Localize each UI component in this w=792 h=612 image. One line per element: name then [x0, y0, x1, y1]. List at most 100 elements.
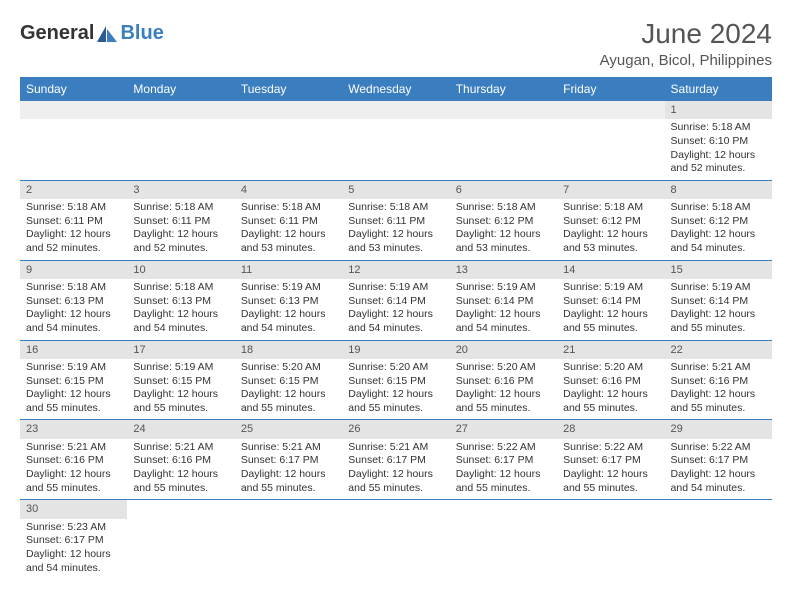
- sunrise-text: Sunrise: 5:19 AM: [563, 281, 658, 295]
- daylight-text: Daylight: 12 hours and 55 minutes.: [348, 468, 443, 495]
- sunrise-text: Sunrise: 5:18 AM: [241, 201, 336, 215]
- daylight-text: Daylight: 12 hours and 52 minutes.: [26, 228, 121, 255]
- calendar-cell: 5Sunrise: 5:18 AMSunset: 6:11 PMDaylight…: [342, 180, 449, 260]
- calendar-cell: 17Sunrise: 5:19 AMSunset: 6:15 PMDayligh…: [127, 340, 234, 420]
- daylight-text: Daylight: 12 hours and 55 minutes.: [133, 388, 228, 415]
- page-title: June 2024: [600, 18, 772, 50]
- sunrise-text: Sunrise: 5:18 AM: [671, 201, 766, 215]
- calendar-cell: 24Sunrise: 5:21 AMSunset: 6:16 PMDayligh…: [127, 420, 234, 500]
- calendar-cell: 23Sunrise: 5:21 AMSunset: 6:16 PMDayligh…: [20, 420, 127, 500]
- day-body: Sunrise: 5:20 AMSunset: 6:16 PMDaylight:…: [557, 359, 664, 420]
- sunset-text: Sunset: 6:11 PM: [348, 215, 443, 229]
- daylight-text: Daylight: 12 hours and 52 minutes.: [671, 149, 766, 176]
- sunrise-text: Sunrise: 5:18 AM: [133, 201, 228, 215]
- days-of-week-row: SundayMondayTuesdayWednesdayThursdayFrid…: [20, 77, 772, 101]
- calendar-cell: 8Sunrise: 5:18 AMSunset: 6:12 PMDaylight…: [665, 180, 772, 260]
- sunrise-text: Sunrise: 5:19 AM: [671, 281, 766, 295]
- daylight-text: Daylight: 12 hours and 52 minutes.: [133, 228, 228, 255]
- daylight-text: Daylight: 12 hours and 53 minutes.: [456, 228, 551, 255]
- day-body: Sunrise: 5:22 AMSunset: 6:17 PMDaylight:…: [557, 439, 664, 500]
- calendar-cell: 7Sunrise: 5:18 AMSunset: 6:12 PMDaylight…: [557, 180, 664, 260]
- day-number: 17: [127, 341, 234, 359]
- calendar-cell: [557, 101, 664, 180]
- sunset-text: Sunset: 6:11 PM: [241, 215, 336, 229]
- daylight-text: Daylight: 12 hours and 55 minutes.: [456, 388, 551, 415]
- daylight-text: Daylight: 12 hours and 54 minutes.: [133, 308, 228, 335]
- daylight-text: Daylight: 12 hours and 53 minutes.: [241, 228, 336, 255]
- sunset-text: Sunset: 6:17 PM: [456, 454, 551, 468]
- daylight-text: Daylight: 12 hours and 53 minutes.: [348, 228, 443, 255]
- day-body: Sunrise: 5:20 AMSunset: 6:15 PMDaylight:…: [235, 359, 342, 420]
- day-body: Sunrise: 5:18 AMSunset: 6:12 PMDaylight:…: [557, 199, 664, 260]
- daylight-text: Daylight: 12 hours and 54 minutes.: [26, 308, 121, 335]
- calendar-cell: [127, 101, 234, 180]
- sunrise-text: Sunrise: 5:22 AM: [671, 441, 766, 455]
- calendar-cell: [450, 101, 557, 180]
- day-header: Thursday: [450, 77, 557, 101]
- day-number: 14: [557, 261, 664, 279]
- calendar-cell: 27Sunrise: 5:22 AMSunset: 6:17 PMDayligh…: [450, 420, 557, 500]
- day-header: Sunday: [20, 77, 127, 101]
- calendar-cell: 12Sunrise: 5:19 AMSunset: 6:14 PMDayligh…: [342, 260, 449, 340]
- calendar-cell: 9Sunrise: 5:18 AMSunset: 6:13 PMDaylight…: [20, 260, 127, 340]
- day-body: Sunrise: 5:18 AMSunset: 6:10 PMDaylight:…: [665, 119, 772, 180]
- daylight-text: Daylight: 12 hours and 55 minutes.: [133, 468, 228, 495]
- day-number: 6: [450, 181, 557, 199]
- calendar-cell: 2Sunrise: 5:18 AMSunset: 6:11 PMDaylight…: [20, 180, 127, 260]
- sunrise-text: Sunrise: 5:21 AM: [348, 441, 443, 455]
- sunset-text: Sunset: 6:11 PM: [26, 215, 121, 229]
- daylight-text: Daylight: 12 hours and 55 minutes.: [241, 388, 336, 415]
- day-body: Sunrise: 5:21 AMSunset: 6:17 PMDaylight:…: [342, 439, 449, 500]
- day-number: 30: [20, 500, 127, 518]
- calendar-body: 1Sunrise: 5:18 AMSunset: 6:10 PMDaylight…: [20, 101, 772, 579]
- daylight-text: Daylight: 12 hours and 55 minutes.: [348, 388, 443, 415]
- calendar-week-row: 1Sunrise: 5:18 AMSunset: 6:10 PMDaylight…: [20, 101, 772, 180]
- day-number: 18: [235, 341, 342, 359]
- sunrise-text: Sunrise: 5:19 AM: [241, 281, 336, 295]
- day-header: Wednesday: [342, 77, 449, 101]
- sunrise-text: Sunrise: 5:19 AM: [26, 361, 121, 375]
- day-number: 28: [557, 420, 664, 438]
- day-number: 2: [20, 181, 127, 199]
- day-number: 5: [342, 181, 449, 199]
- day-number: 29: [665, 420, 772, 438]
- sunset-text: Sunset: 6:16 PM: [671, 375, 766, 389]
- sunrise-text: Sunrise: 5:22 AM: [456, 441, 551, 455]
- sunset-text: Sunset: 6:15 PM: [348, 375, 443, 389]
- calendar-week-row: 23Sunrise: 5:21 AMSunset: 6:16 PMDayligh…: [20, 420, 772, 500]
- day-body: Sunrise: 5:18 AMSunset: 6:11 PMDaylight:…: [20, 199, 127, 260]
- calendar-cell: [342, 101, 449, 180]
- calendar-cell: 13Sunrise: 5:19 AMSunset: 6:14 PMDayligh…: [450, 260, 557, 340]
- daylight-text: Daylight: 12 hours and 53 minutes.: [563, 228, 658, 255]
- calendar-cell: [342, 500, 449, 579]
- daylight-text: Daylight: 12 hours and 54 minutes.: [671, 468, 766, 495]
- day-body: Sunrise: 5:18 AMSunset: 6:11 PMDaylight:…: [235, 199, 342, 260]
- daylight-text: Daylight: 12 hours and 55 minutes.: [671, 388, 766, 415]
- day-body: Sunrise: 5:18 AMSunset: 6:13 PMDaylight:…: [127, 279, 234, 340]
- day-number: 22: [665, 341, 772, 359]
- day-number: 9: [20, 261, 127, 279]
- calendar-table: SundayMondayTuesdayWednesdayThursdayFrid…: [20, 77, 772, 579]
- sunrise-text: Sunrise: 5:19 AM: [456, 281, 551, 295]
- calendar-cell: 29Sunrise: 5:22 AMSunset: 6:17 PMDayligh…: [665, 420, 772, 500]
- day-body: Sunrise: 5:19 AMSunset: 6:15 PMDaylight:…: [20, 359, 127, 420]
- sunrise-text: Sunrise: 5:20 AM: [563, 361, 658, 375]
- sunset-text: Sunset: 6:12 PM: [456, 215, 551, 229]
- daylight-text: Daylight: 12 hours and 54 minutes.: [241, 308, 336, 335]
- calendar-cell: 22Sunrise: 5:21 AMSunset: 6:16 PMDayligh…: [665, 340, 772, 420]
- day-body: Sunrise: 5:18 AMSunset: 6:12 PMDaylight:…: [665, 199, 772, 260]
- day-header: Saturday: [665, 77, 772, 101]
- day-body: Sunrise: 5:22 AMSunset: 6:17 PMDaylight:…: [450, 439, 557, 500]
- day-body: Sunrise: 5:22 AMSunset: 6:17 PMDaylight:…: [665, 439, 772, 500]
- calendar-cell: 15Sunrise: 5:19 AMSunset: 6:14 PMDayligh…: [665, 260, 772, 340]
- calendar-cell: 26Sunrise: 5:21 AMSunset: 6:17 PMDayligh…: [342, 420, 449, 500]
- daylight-text: Daylight: 12 hours and 55 minutes.: [26, 388, 121, 415]
- sunrise-text: Sunrise: 5:18 AM: [456, 201, 551, 215]
- day-header: Friday: [557, 77, 664, 101]
- calendar-cell: 4Sunrise: 5:18 AMSunset: 6:11 PMDaylight…: [235, 180, 342, 260]
- sunset-text: Sunset: 6:17 PM: [26, 534, 121, 548]
- daylight-text: Daylight: 12 hours and 55 minutes.: [563, 388, 658, 415]
- calendar-cell: 16Sunrise: 5:19 AMSunset: 6:15 PMDayligh…: [20, 340, 127, 420]
- daylight-text: Daylight: 12 hours and 54 minutes.: [671, 228, 766, 255]
- calendar-cell: [450, 500, 557, 579]
